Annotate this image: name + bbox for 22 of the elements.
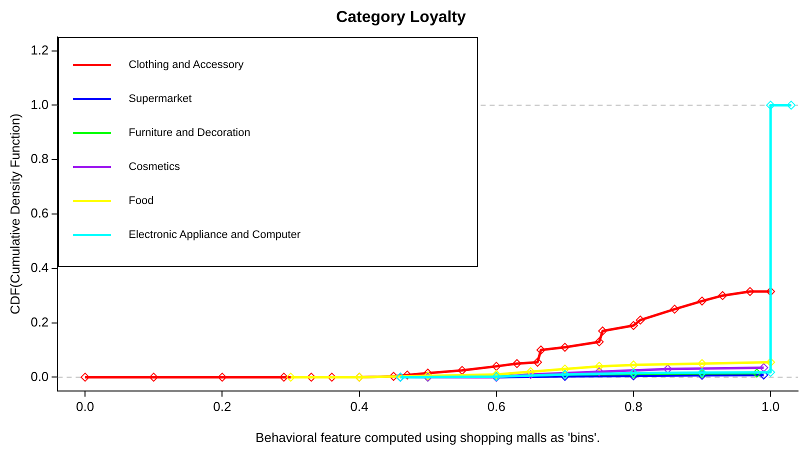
x-tick-label: 0.0 — [76, 399, 94, 414]
legend-label: Furniture and Decoration — [128, 127, 250, 140]
x-tick-label: 0.6 — [487, 399, 506, 414]
legend-label: Supermarket — [128, 93, 192, 106]
legend-label: Electronic Appliance and Computer — [128, 229, 300, 242]
x-tick-label: 0.8 — [624, 399, 643, 414]
chart-title: Category Loyalty — [336, 9, 466, 26]
y-tick-label: 1.2 — [30, 42, 49, 58]
y-axis-title: CDF(Cumulative Density Function) — [7, 114, 22, 314]
x-tick-label: 1.0 — [762, 399, 780, 414]
y-tick-label: 0.0 — [30, 368, 49, 384]
legend-label: Food — [128, 195, 154, 208]
x-axis-title: Behavioral feature computed using shopping malls as 'bins'. — [256, 430, 600, 445]
y-tick-label: 0.6 — [30, 206, 49, 221]
y-tick-label: 1.0 — [30, 96, 49, 112]
y-tick-label: 0.4 — [30, 260, 49, 275]
y-tick-label: 0.2 — [30, 314, 49, 330]
legend-label: Cosmetics — [128, 161, 180, 174]
x-tick-label: 0.2 — [213, 399, 232, 414]
y-tick-label: 0.8 — [30, 151, 49, 166]
x-tick-label: 0.4 — [350, 399, 368, 414]
legend-label: Clothing and Accessory — [128, 59, 244, 72]
